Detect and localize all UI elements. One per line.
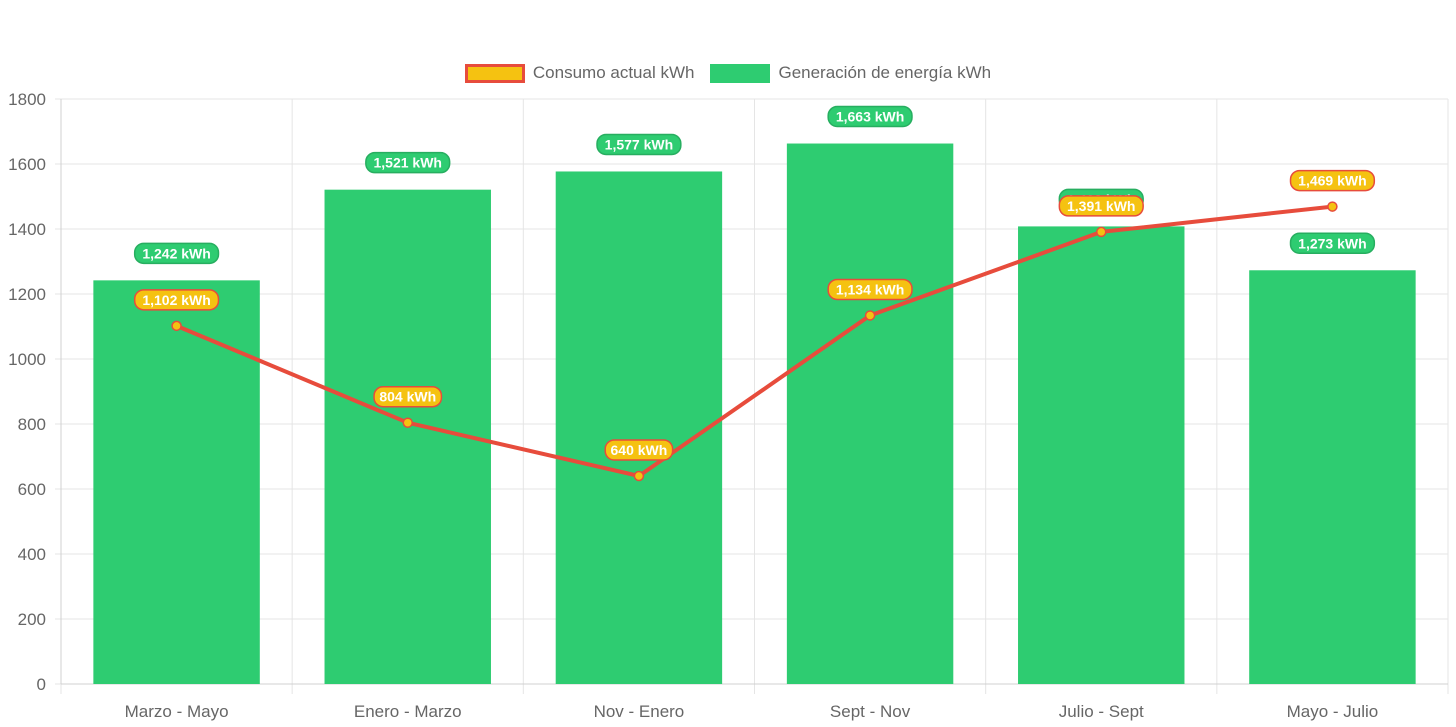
line-point: [1327, 201, 1338, 212]
line-data-label-bg: [133, 289, 220, 311]
y-tick-label: 1600: [8, 155, 46, 174]
chart-legend: Consumo actual kWh Generación de energía…: [0, 63, 1456, 83]
line-point: [633, 470, 645, 482]
bar-data-label-bg: [1289, 232, 1376, 255]
line-data-label: 1,469 kWh: [1289, 169, 1376, 192]
legend-item-consumo[interactable]: Consumo actual kWh: [464, 63, 695, 83]
line-data-label-bg: [1289, 169, 1376, 192]
line-data-label-text: 804 kWh: [379, 389, 436, 405]
line-point: [402, 417, 413, 428]
line-data-label: 804 kWh: [373, 385, 443, 408]
legend-swatch-generacion: [710, 63, 771, 83]
line-data-label-text: 1,102 kWh: [142, 292, 210, 308]
bar-data-label: 1,273 kWh: [1289, 232, 1376, 255]
bar-data-label: 1,663 kWh: [827, 105, 913, 128]
legend-label-generacion: Generación de energía kWh: [778, 63, 992, 82]
bar-data-label: 1,521 kWh: [365, 151, 451, 174]
x-tick-label: Enero - Marzo: [354, 702, 462, 721]
bar-data-label-bg: [133, 242, 220, 265]
line-data-label-bg: [1058, 195, 1144, 217]
line-point: [1096, 226, 1107, 238]
line-data-label-text: 640 kWh: [611, 442, 668, 458]
bar-data-label-bg: [596, 133, 682, 156]
bar: [1249, 270, 1416, 684]
bar-data-label-text: 1,521 kWh: [374, 155, 442, 171]
bar: [786, 143, 954, 684]
bar: [555, 171, 723, 685]
x-tick-label: Marzo - Mayo: [125, 702, 229, 721]
y-tick-label: 200: [18, 610, 46, 629]
line-data-label-bg: [604, 439, 674, 461]
x-tick-label: Mayo - Julio: [1287, 702, 1379, 721]
bar-data-label-text: 1,273 kWh: [1298, 235, 1366, 251]
bar-data-label-text: 1,577 kWh: [605, 136, 673, 152]
bar: [93, 280, 260, 684]
line-data-label: 640 kWh: [604, 439, 674, 461]
x-tick-label: Sept - Nov: [830, 702, 911, 721]
line-data-label-text: 1,391 kWh: [1067, 198, 1135, 214]
legend-label-consumo: Consumo actual kWh: [532, 63, 695, 82]
line-data-label: 1,134 kWh: [827, 278, 913, 301]
line-data-label-text: 1,469 kWh: [1298, 173, 1366, 189]
y-tick-label: 1400: [8, 220, 46, 239]
x-tick-label: Julio - Sept: [1059, 702, 1144, 721]
bar-data-label: 1,577 kWh: [596, 133, 682, 156]
bar: [1018, 226, 1185, 684]
line-data-label: 1,391 kWh: [1058, 195, 1144, 217]
y-tick-label: 400: [18, 545, 46, 564]
bar-data-label-text: 1,663 kWh: [836, 109, 904, 125]
y-tick-label: 1000: [8, 350, 46, 369]
y-tick-label: 0: [37, 675, 46, 694]
line-data-label-bg: [827, 278, 913, 301]
bar-data-label-bg: [365, 151, 451, 174]
line-data-label: 1,102 kWh: [133, 289, 220, 311]
legend-item-generacion[interactable]: Generación de energía kWh: [710, 63, 991, 83]
y-tick-label: 800: [18, 415, 46, 434]
bar-data-label-bg: [827, 105, 913, 128]
legend-swatch-consumo: [464, 63, 525, 83]
line-data-label-text: 1,134 kWh: [836, 281, 904, 297]
y-tick-label: 1800: [8, 90, 46, 109]
consumo-line: [175, 204, 1333, 478]
line-point: [171, 320, 182, 332]
x-tick-label: Nov - Enero: [594, 702, 685, 721]
bar-data-label: 1,242 kWh: [133, 242, 220, 265]
y-tick-label: 1200: [8, 285, 46, 304]
line-point: [864, 310, 876, 321]
line-data-label-bg: [373, 385, 443, 408]
y-tick-label: 600: [18, 480, 46, 499]
bar-data-label-text: 1,242 kWh: [142, 245, 210, 261]
